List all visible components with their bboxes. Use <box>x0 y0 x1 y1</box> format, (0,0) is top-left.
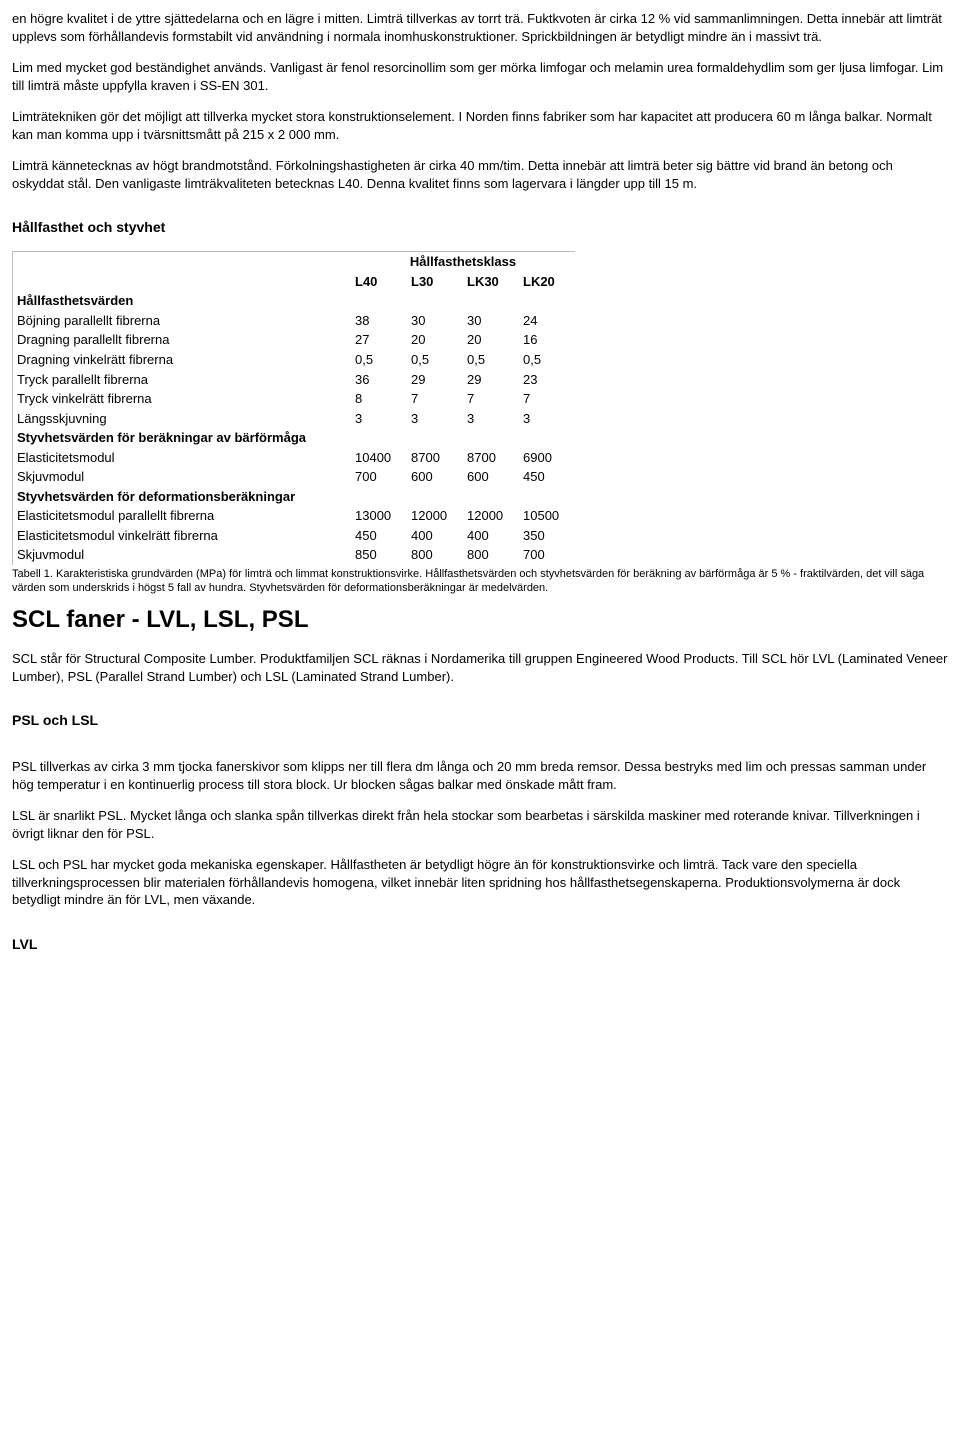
table-row: Elasticitetsmodul vinkelrätt fibrerna450… <box>13 526 576 546</box>
table-caption: Tabell 1. Karakteristiska grundvärden (M… <box>12 567 948 596</box>
intro-p1: en högre kvalitet i de yttre sjättedelar… <box>12 10 948 45</box>
scl-p2: PSL tillverkas av cirka 3 mm tjocka fane… <box>12 758 948 793</box>
table-row: Tryck vinkelrätt fibrerna8777 <box>13 389 576 409</box>
subhead-3: Styvhetsvärden för deformationsberäkning… <box>13 487 576 507</box>
table-row: Skjuvmodul700600600450 <box>13 467 576 487</box>
table-title: Hållfasthet och styvhet <box>12 218 948 237</box>
scl-p1: SCL står för Structural Composite Lumber… <box>12 650 948 685</box>
col-LK30: LK30 <box>463 272 519 292</box>
col-LK20: LK20 <box>519 272 575 292</box>
table-row: Skjuvmodul850800800700 <box>13 545 576 565</box>
table-row: Böjning parallellt fibrerna38303024 <box>13 311 576 331</box>
intro-p4: Limträ kännetecknas av högt brandmotstån… <box>12 157 948 192</box>
scl-p3: LSL är snarlikt PSL. Mycket långa och sl… <box>12 807 948 842</box>
table-row: Dragning parallellt fibrerna27202016 <box>13 330 576 350</box>
table-row: Elasticitetsmodul10400870087006900 <box>13 448 576 468</box>
table-row: Dragning vinkelrätt fibrerna0,50,50,50,5 <box>13 350 576 370</box>
intro-p2: Lim med mycket god beständighet används.… <box>12 59 948 94</box>
psl-lsl-heading: PSL och LSL <box>12 711 948 730</box>
table-row: Längsskjuvning3333 <box>13 409 576 429</box>
scl-p4: LSL och PSL har mycket goda mekaniska eg… <box>12 856 948 909</box>
subhead-2: Styvhetsvärden för beräkningar av bärför… <box>13 428 576 448</box>
intro-p3: Limträtekniken gör det möjligt att tillv… <box>12 108 948 143</box>
klass-header: Hållfasthetsklass <box>351 252 575 272</box>
table-row: Elasticitetsmodul parallellt fibrerna130… <box>13 506 576 526</box>
hallfasthet-table: Hållfasthetsklass L40 L30 LK30 LK20 Håll… <box>12 251 575 565</box>
lvl-heading: LVL <box>12 935 948 954</box>
scl-heading: SCL faner - LVL, LSL, PSL <box>12 604 948 636</box>
table-row: Tryck parallellt fibrerna36292923 <box>13 370 576 390</box>
subhead-1: Hållfasthetsvärden <box>13 291 576 311</box>
col-L40: L40 <box>351 272 407 292</box>
col-L30: L30 <box>407 272 463 292</box>
